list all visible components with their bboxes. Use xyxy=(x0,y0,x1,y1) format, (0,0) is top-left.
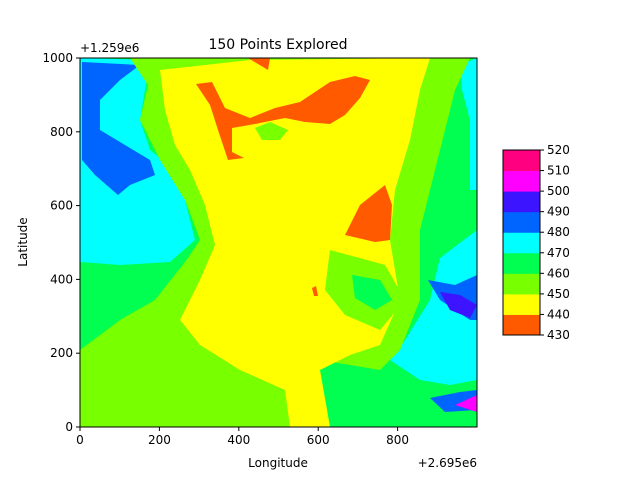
contour-region-500 xyxy=(455,395,477,412)
colorbar-frame xyxy=(502,149,541,336)
colorbar-tick-label: 430 xyxy=(547,328,570,342)
y-tick-label: 0 xyxy=(65,420,73,434)
x-tick-label: 400 xyxy=(227,433,250,447)
y-tick-label: 200 xyxy=(50,346,73,360)
colorbar-tick-label: 500 xyxy=(547,184,570,198)
contour-region-480 xyxy=(82,62,155,195)
colorbar-tick-label: 510 xyxy=(547,164,570,178)
x-axis: 0 200 400 600 800 xyxy=(76,427,409,447)
colorbar-tick-label: 440 xyxy=(547,307,570,321)
colorbar-tick-label: 490 xyxy=(547,205,570,219)
colorbar-band xyxy=(503,293,540,315)
contour-plot xyxy=(80,58,477,427)
x-axis-label: Longitude xyxy=(248,456,308,470)
contour-region-430 xyxy=(248,58,270,70)
chart-title: 150 Points Explored xyxy=(208,37,347,53)
colorbar-band xyxy=(503,191,540,213)
y-axis-label: Latitude xyxy=(16,217,30,266)
y-tick-label: 400 xyxy=(50,272,73,286)
contour-region-470 xyxy=(390,230,477,385)
colorbar-band xyxy=(503,252,540,274)
colorbar-band xyxy=(503,170,540,192)
colorbar-band xyxy=(503,211,540,233)
colorbar-band xyxy=(503,314,540,336)
colorbar-tick-label: 460 xyxy=(547,266,570,280)
contour-region-460 xyxy=(352,275,392,310)
colorbar-band xyxy=(503,232,540,254)
x-tick-label: 200 xyxy=(148,433,171,447)
plot-frame xyxy=(79,57,478,428)
contour-region-490 xyxy=(440,292,477,318)
y-offset-label: +1.259e6 xyxy=(80,41,139,55)
x-offset-label: +2.695e6 xyxy=(418,456,477,470)
colorbar-band xyxy=(503,273,540,295)
colorbar-tick-label: 450 xyxy=(547,287,570,301)
contour-region-470 xyxy=(460,58,477,190)
contour-region-430 xyxy=(196,76,370,160)
contour-region-430 xyxy=(312,286,318,296)
contour-region-430 xyxy=(345,185,392,242)
colorbar-band xyxy=(503,150,540,172)
colorbar: 430 440 450 460 470 480 490 500 510 520 xyxy=(502,143,570,342)
y-tick-label: 800 xyxy=(50,125,73,139)
x-tick-label: 600 xyxy=(307,433,330,447)
colorbar-tick-label: 480 xyxy=(547,225,570,239)
y-axis: 0 200 400 600 800 1000 xyxy=(42,51,80,434)
colorbar-tick-label: 520 xyxy=(547,143,570,157)
x-tick-label: 0 xyxy=(76,433,84,447)
y-tick-label: 1000 xyxy=(42,51,73,65)
contour-region-450 xyxy=(255,122,288,140)
colorbar-tick-label: 470 xyxy=(547,246,570,260)
x-tick-label: 800 xyxy=(386,433,409,447)
y-tick-label: 600 xyxy=(50,199,73,213)
